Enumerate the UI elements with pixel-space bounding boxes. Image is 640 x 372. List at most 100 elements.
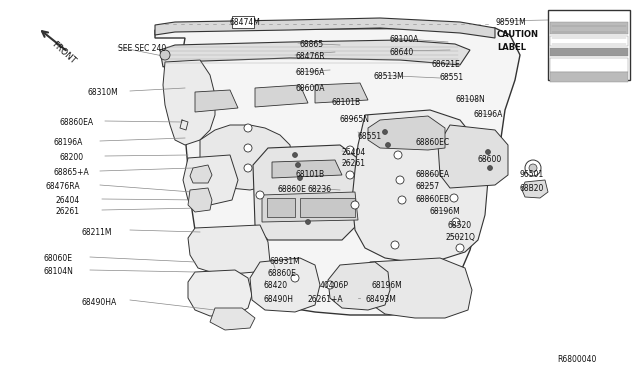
Circle shape [385,142,390,148]
Text: 26404: 26404 [342,148,366,157]
Bar [550,58,628,72]
Circle shape [305,219,310,224]
Circle shape [391,241,399,249]
Circle shape [244,164,252,172]
Text: 25021Q: 25021Q [445,233,475,242]
Text: 68108N: 68108N [455,95,484,104]
Text: CAUTION: CAUTION [497,30,539,39]
Text: 68621E: 68621E [432,60,461,69]
Polygon shape [522,180,548,198]
Polygon shape [438,125,508,188]
Text: 68211M: 68211M [82,228,113,237]
Text: 68100A: 68100A [390,35,419,44]
Polygon shape [262,192,358,222]
Polygon shape [190,165,212,183]
Text: 68104N: 68104N [44,267,74,276]
Circle shape [326,281,334,289]
Circle shape [529,164,537,172]
Text: 68196A: 68196A [474,110,504,119]
Bar [550,22,628,34]
Text: 68236: 68236 [308,185,332,194]
Circle shape [452,218,460,226]
Text: 68476RA: 68476RA [46,182,81,191]
Bar [232,16,254,28]
Circle shape [291,274,299,282]
Text: 26261: 26261 [342,159,366,168]
Text: 68476R: 68476R [295,52,324,61]
Circle shape [296,163,301,167]
Text: FRONT: FRONT [50,40,77,66]
Text: 40406P: 40406P [320,281,349,290]
Text: 68600: 68600 [478,155,502,164]
Circle shape [394,151,402,159]
Polygon shape [200,125,292,190]
Circle shape [450,194,458,202]
Text: 68196A: 68196A [54,138,83,147]
Text: 68865: 68865 [300,40,324,49]
Bar [548,10,630,80]
Text: 68860E: 68860E [278,185,307,194]
Text: 68860EB: 68860EB [415,195,449,204]
Polygon shape [210,308,255,330]
Text: 26404: 26404 [55,196,79,205]
Text: 68196A: 68196A [296,68,325,77]
Circle shape [346,171,354,179]
Circle shape [244,124,252,132]
Text: 68860EA: 68860EA [60,118,94,127]
Polygon shape [255,85,308,107]
Polygon shape [160,40,470,67]
Text: 68493M: 68493M [365,295,396,304]
Polygon shape [183,155,238,205]
Text: 68101B: 68101B [296,170,325,179]
Circle shape [486,150,490,154]
Polygon shape [155,18,495,38]
Polygon shape [272,160,342,178]
Text: 68865+A: 68865+A [54,168,90,177]
Polygon shape [253,145,362,240]
Circle shape [256,191,264,199]
Text: 68965N: 68965N [340,115,370,124]
Text: 26261: 26261 [55,207,79,216]
Circle shape [383,129,387,135]
Polygon shape [352,110,488,262]
Text: 68060E: 68060E [44,254,73,263]
Text: 68196M: 68196M [372,281,403,290]
Polygon shape [188,188,212,212]
Text: SEE SEC 240: SEE SEC 240 [118,44,166,53]
Polygon shape [328,262,390,310]
Text: 68551: 68551 [358,132,382,141]
Circle shape [525,160,541,176]
Polygon shape [195,90,238,112]
Polygon shape [250,258,320,312]
Text: 68474M: 68474M [230,18,261,27]
Polygon shape [368,116,445,150]
Text: 68513M: 68513M [374,72,404,81]
Polygon shape [362,258,472,318]
Text: 68931M: 68931M [270,257,301,266]
Circle shape [346,146,354,154]
Polygon shape [188,225,270,275]
Text: 68420: 68420 [263,281,287,290]
Text: 68200: 68200 [60,153,84,162]
Polygon shape [267,198,295,217]
Text: 68860EC: 68860EC [415,138,449,147]
Text: 68310M: 68310M [88,88,119,97]
Text: LABEL: LABEL [497,43,526,52]
Bar [550,48,628,56]
Circle shape [298,176,303,180]
Text: 68257: 68257 [415,182,439,191]
Text: 68520: 68520 [448,221,472,230]
Circle shape [244,144,252,152]
Polygon shape [188,270,252,316]
Text: 98591M: 98591M [496,18,527,27]
Bar [550,72,628,82]
Text: R6800040: R6800040 [557,355,596,364]
Circle shape [488,166,493,170]
Text: 68860EA: 68860EA [415,170,449,179]
Circle shape [398,196,406,204]
Circle shape [456,244,464,252]
Text: 68490H: 68490H [263,295,293,304]
Polygon shape [155,28,520,315]
Text: 68101B: 68101B [332,98,361,107]
Bar [550,36,628,46]
